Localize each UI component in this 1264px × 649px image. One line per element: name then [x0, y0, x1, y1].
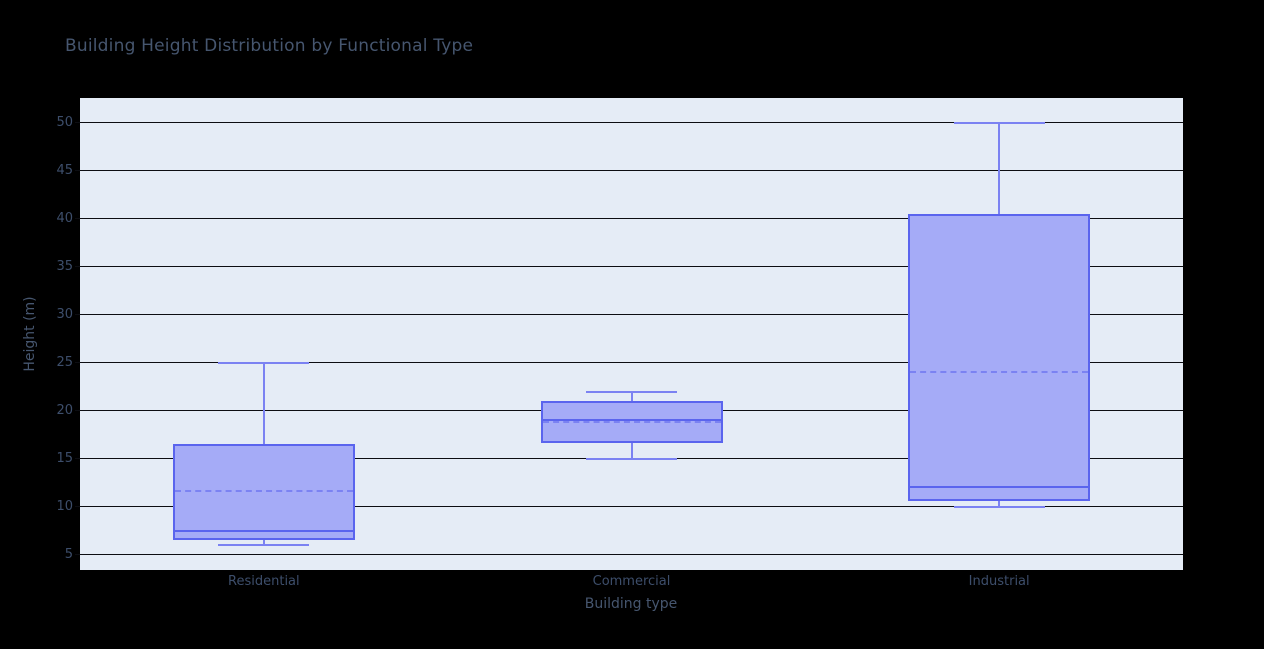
- upper-whisker-cap-residential: [218, 361, 310, 364]
- y-tick-mark: [75, 362, 80, 364]
- median-line-commercial: [542, 419, 721, 422]
- median-line-industrial: [910, 486, 1089, 489]
- mean-line-industrial: [910, 371, 1089, 374]
- y-tick-mark: [75, 314, 80, 316]
- y-tick-label: 50: [56, 114, 73, 130]
- y-tick-mark: [75, 170, 80, 172]
- x-tick-label-commercial: Commercial: [592, 574, 671, 589]
- x-tick-label-industrial: Industrial: [968, 574, 1030, 589]
- upper-whisker-cap-commercial: [586, 390, 677, 393]
- y-gridline: [80, 266, 1183, 268]
- y-gridline: [80, 362, 1183, 364]
- x-tick-label-residential: Residential: [228, 574, 300, 589]
- lower-whisker-industrial: [998, 500, 1001, 507]
- plot-area: 5 10 15 20 25 30 35 40 45 50 Residential Commercial…: [56, 98, 1183, 589]
- median-line-residential: [174, 529, 353, 532]
- y-tick-label: 15: [56, 450, 73, 466]
- y-tick-label: 5: [64, 546, 73, 562]
- upper-whisker-commercial: [630, 391, 633, 402]
- y-tick-mark: [75, 458, 80, 460]
- y-gridline: [80, 122, 1183, 124]
- lower-whisker-residential: [262, 540, 265, 546]
- mean-line-commercial: [542, 421, 721, 424]
- x-axis-title: Building type: [584, 596, 678, 612]
- lower-whisker-cap-industrial: [953, 505, 1045, 508]
- y-gridline: [80, 506, 1183, 508]
- y-tick-mark: [75, 410, 80, 412]
- y-gridline: [80, 170, 1183, 172]
- y-tick-label: 35: [56, 258, 73, 274]
- upper-whisker-cap-industrial: [953, 121, 1045, 124]
- box-industrial: [908, 214, 1091, 501]
- y-tick-label: 30: [56, 306, 73, 322]
- y-tick-mark: [75, 506, 80, 508]
- y-gridline: [80, 218, 1183, 220]
- y-tick-label: 40: [56, 210, 73, 226]
- y-tick-mark: [75, 266, 80, 268]
- y-tick-label: 25: [56, 354, 73, 370]
- y-axis-title: Height (m): [22, 296, 38, 372]
- y-tick-label: 20: [56, 402, 73, 418]
- y-gridline: [80, 314, 1183, 316]
- lower-whisker-commercial: [630, 443, 633, 459]
- upper-whisker-industrial: [998, 122, 1001, 215]
- y-gridline: [80, 554, 1183, 556]
- lower-whisker-cap-commercial: [586, 457, 677, 460]
- y-tick-mark: [75, 554, 80, 556]
- mean-line-residential: [174, 490, 353, 493]
- y-tick-mark: [75, 218, 80, 220]
- chart-title: Building Height Distribution by Function…: [65, 36, 474, 56]
- upper-whisker-residential: [262, 362, 265, 445]
- lower-whisker-cap-residential: [218, 544, 310, 547]
- y-tick-mark: [75, 122, 80, 124]
- y-tick-label: 10: [56, 498, 73, 514]
- y-tick-label: 45: [56, 162, 73, 178]
